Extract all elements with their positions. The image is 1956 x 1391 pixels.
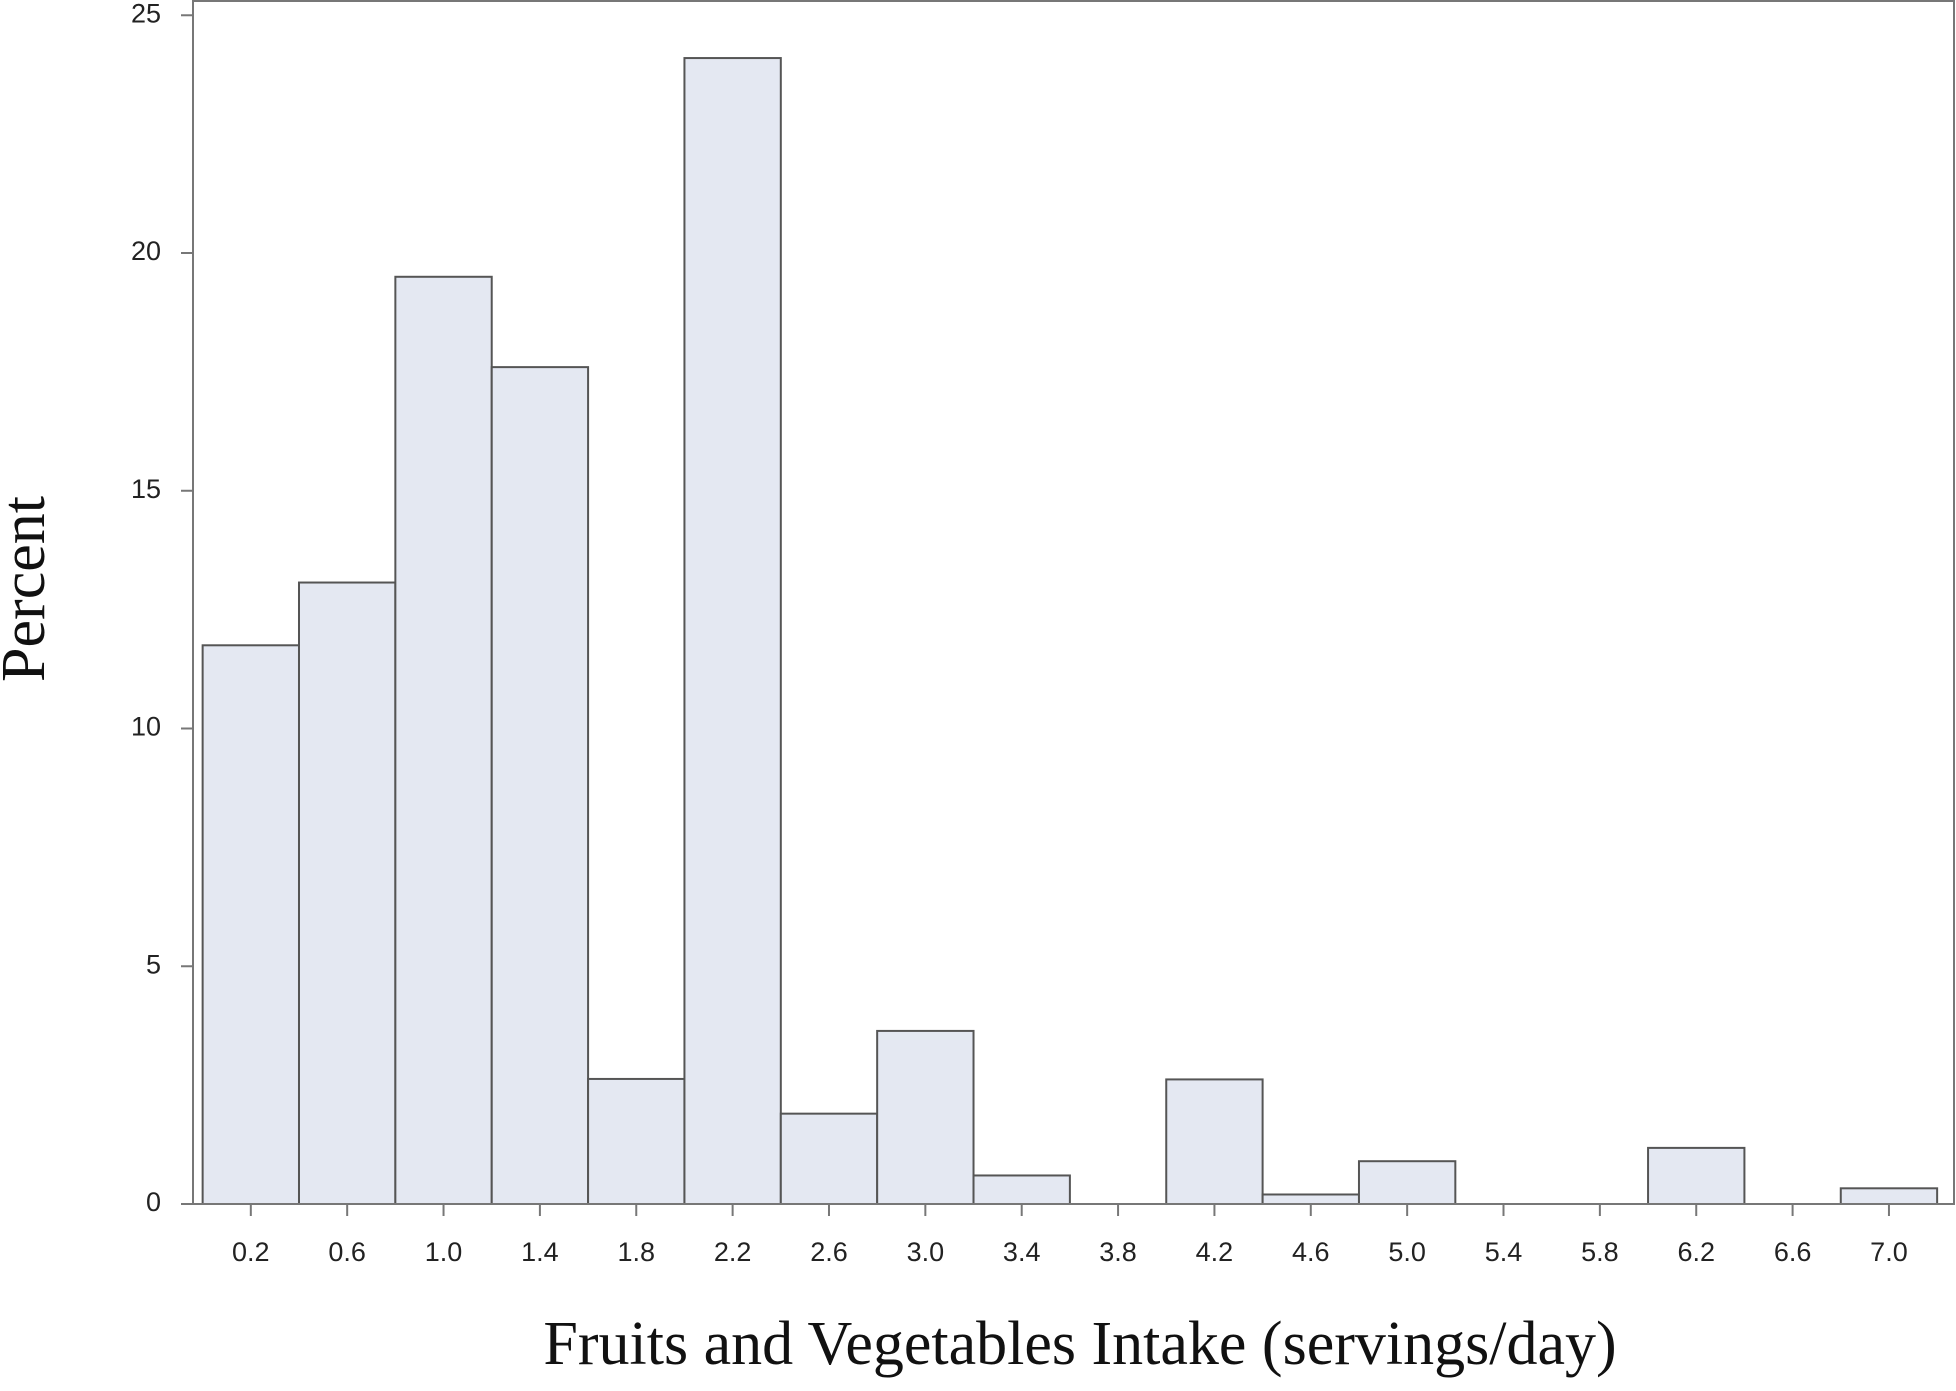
y-tick-label: 10 [131,712,161,742]
x-tick-label: 1.4 [521,1237,559,1267]
x-tick-label: 7.0 [1870,1237,1908,1267]
x-tick-label: 6.2 [1677,1237,1715,1267]
x-tick-label: 2.6 [810,1237,848,1267]
x-tick-label: 0.2 [232,1237,270,1267]
x-tick-label: 5.8 [1581,1237,1619,1267]
bar [394,275,493,1205]
x-tick-label: 5.4 [1485,1237,1523,1267]
y-tick-label: 0 [146,1187,161,1217]
x-tick-label: 6.6 [1774,1237,1812,1267]
x-axis-title: Fruits and Vegetables Intake (servings/d… [543,1310,1616,1378]
bar [1357,1160,1457,1206]
x-tick-label: 2.2 [714,1237,752,1267]
bar [201,644,300,1205]
bar [297,581,397,1205]
bar [1839,1187,1939,1206]
y-tick-label: 25 [131,0,161,28]
bar [490,366,590,1205]
x-tick-label: 4.2 [1196,1237,1234,1267]
plot-frame [192,0,1955,1205]
y-tick-label: 20 [131,236,161,266]
bar [683,57,782,1205]
x-tick-label: 3.0 [907,1237,945,1267]
x-tick-label: 3.8 [1099,1237,1137,1267]
x-tick-label: 0.6 [328,1237,366,1267]
bar [876,1029,975,1206]
x-tick-label: 3.4 [1003,1237,1041,1267]
x-tick-label: 4.6 [1292,1237,1330,1267]
bar [779,1112,879,1205]
bar [587,1077,686,1206]
bar [972,1174,1071,1205]
bar [1165,1078,1264,1205]
bar [1647,1146,1746,1206]
x-tick-label: 1.0 [425,1237,463,1267]
x-tick-label: 5.0 [1388,1237,1426,1267]
bar [1261,1193,1360,1205]
y-axis-title: Percent [0,496,58,682]
x-tick-label: 1.8 [617,1237,655,1267]
y-tick-label: 15 [131,474,161,504]
y-tick-label: 5 [146,949,161,979]
